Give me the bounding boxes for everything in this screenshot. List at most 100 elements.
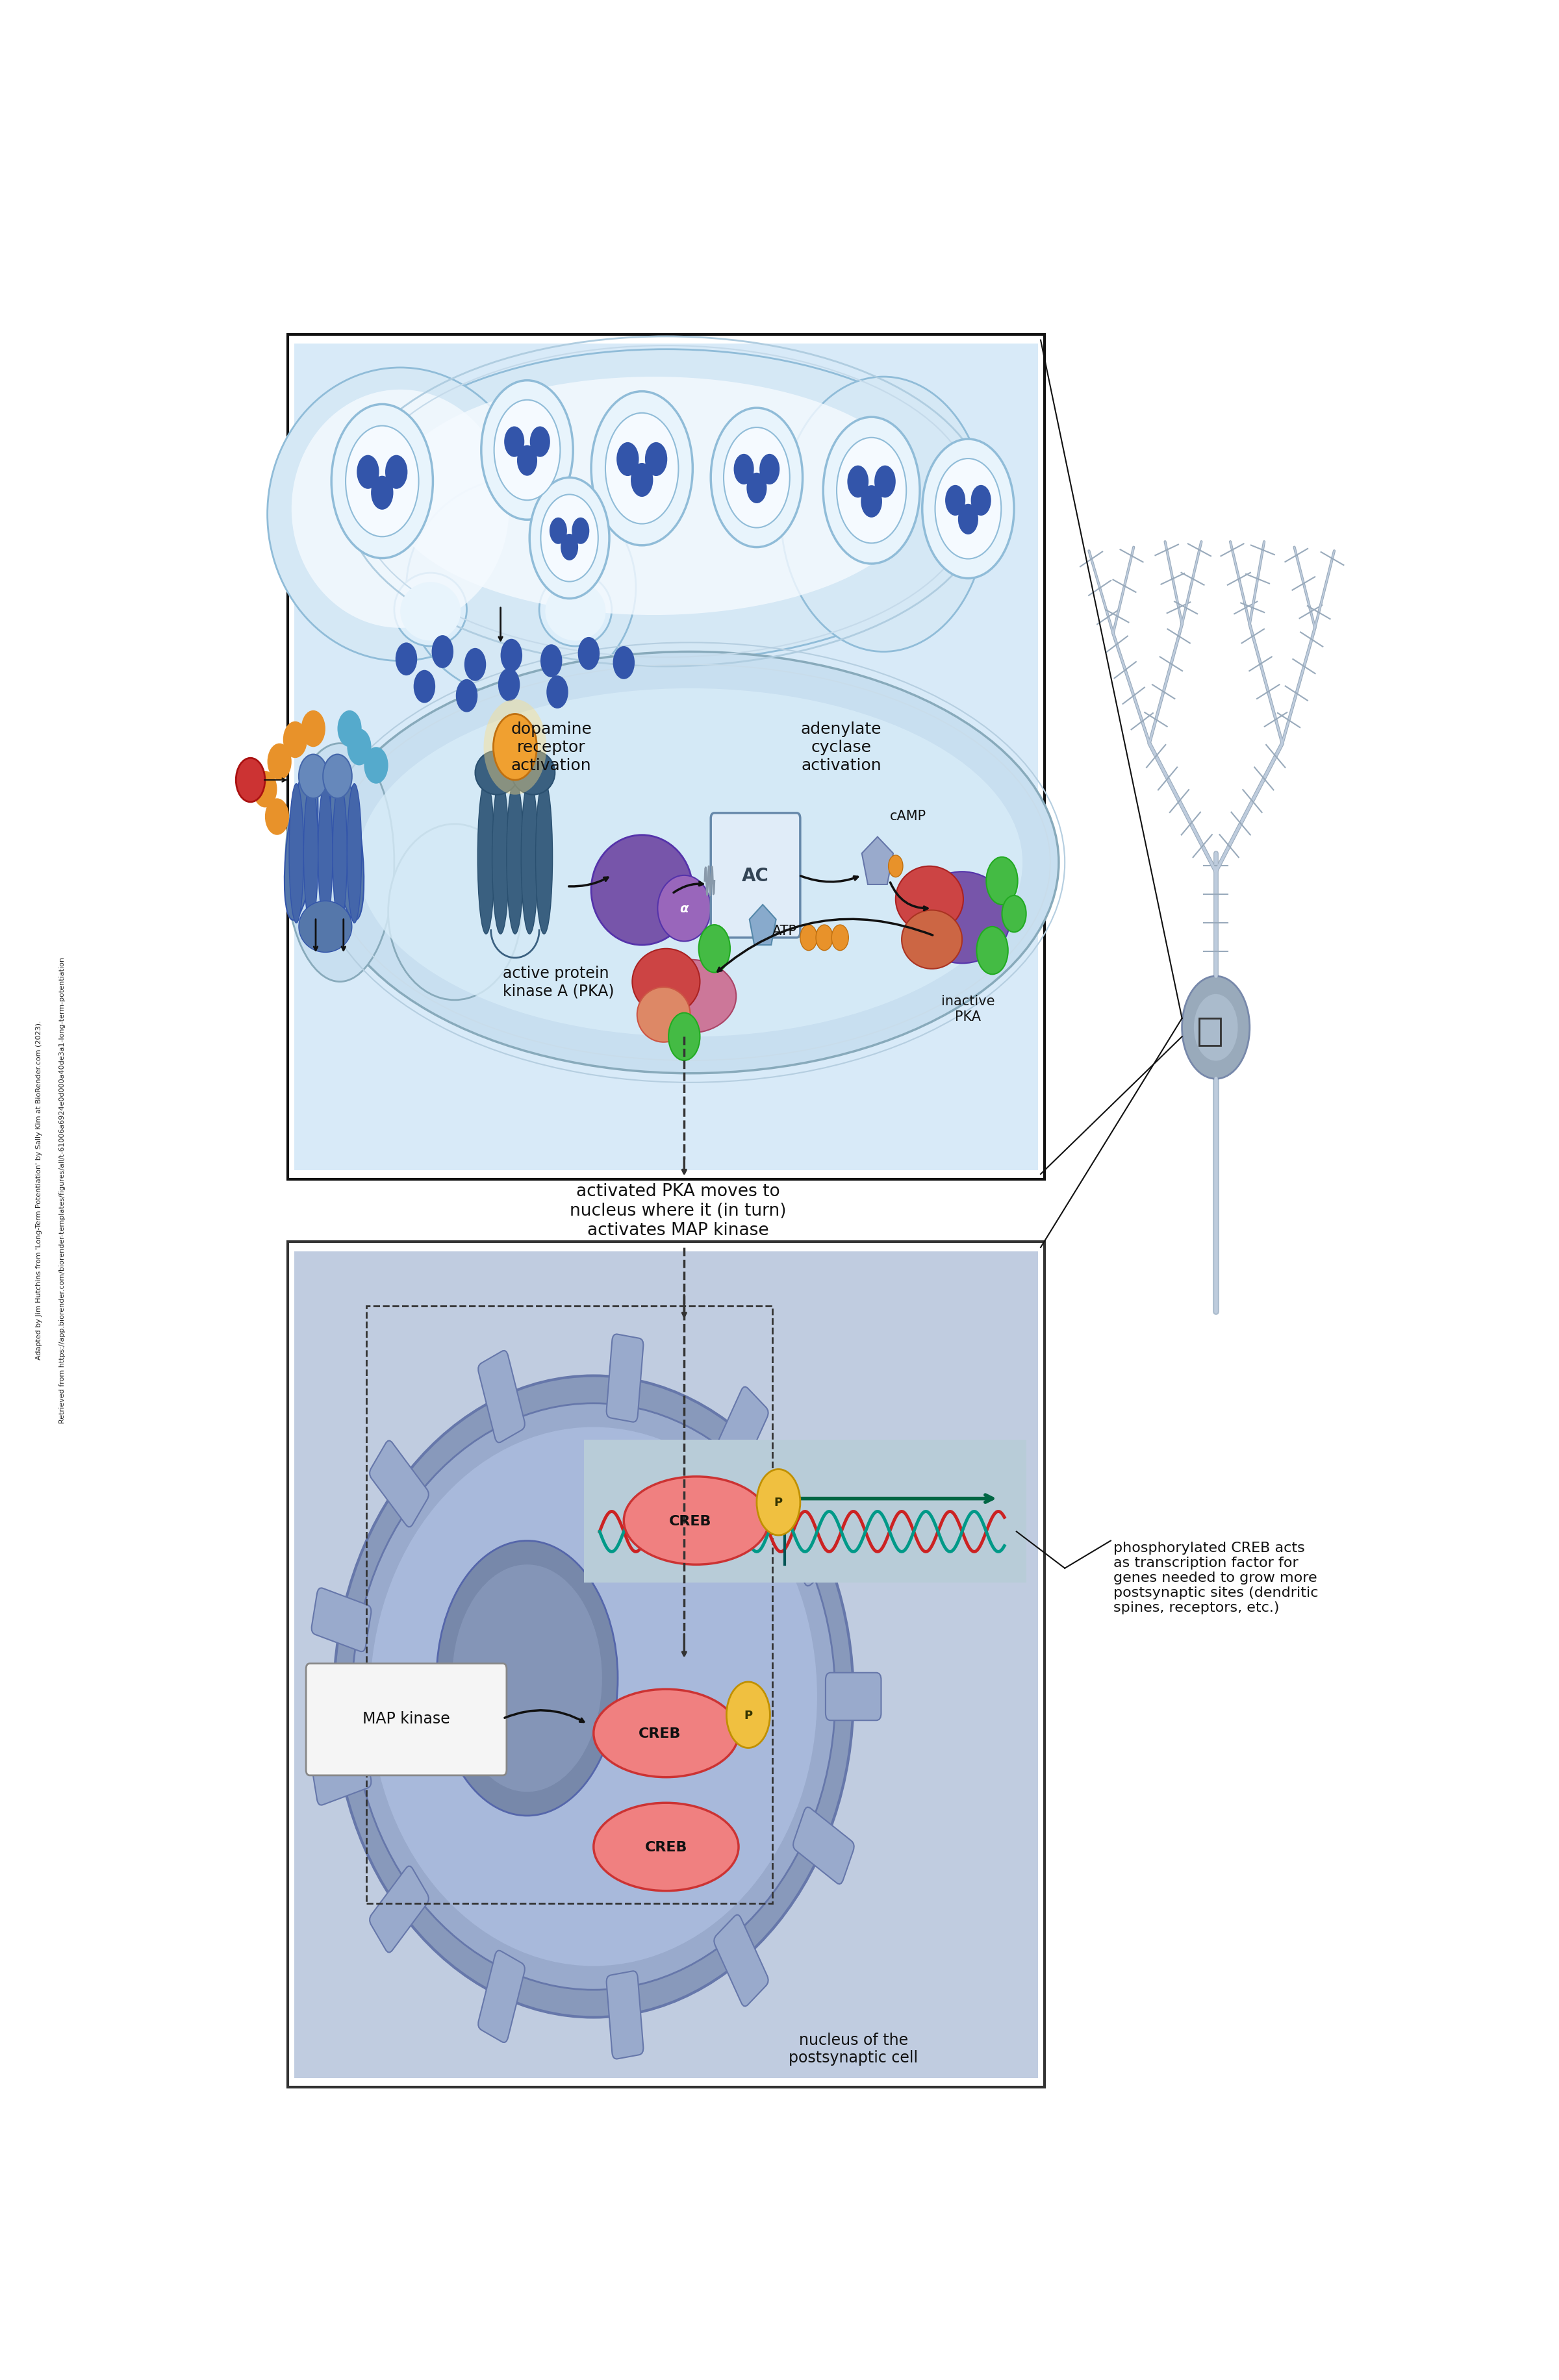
Circle shape [348, 728, 371, 766]
Circle shape [549, 519, 567, 545]
Ellipse shape [292, 390, 508, 628]
Polygon shape [862, 838, 893, 885]
Circle shape [959, 505, 977, 536]
Circle shape [605, 414, 678, 524]
Ellipse shape [475, 752, 519, 795]
Text: P: P [744, 1709, 753, 1721]
Circle shape [935, 459, 1001, 559]
Circle shape [499, 669, 519, 702]
FancyBboxPatch shape [606, 1971, 644, 2059]
Circle shape [726, 1683, 770, 1747]
Text: MAP kinase: MAP kinase [363, 1711, 451, 1726]
Circle shape [987, 857, 1018, 904]
Text: α: α [680, 902, 689, 914]
Ellipse shape [638, 988, 691, 1042]
Text: activated PKA moves to
nucleus where it (in turn)
activates MAP kinase: activated PKA moves to nucleus where it … [571, 1183, 786, 1240]
Circle shape [299, 754, 327, 800]
Ellipse shape [268, 369, 533, 662]
FancyBboxPatch shape [288, 1242, 1045, 2087]
Ellipse shape [352, 350, 981, 662]
Ellipse shape [536, 781, 552, 935]
Circle shape [723, 428, 790, 528]
Ellipse shape [369, 1428, 817, 1966]
FancyBboxPatch shape [479, 1952, 525, 2042]
Circle shape [848, 466, 868, 497]
Text: ATP: ATP [772, 923, 797, 938]
Ellipse shape [401, 583, 461, 640]
Circle shape [823, 416, 920, 564]
Circle shape [482, 381, 574, 521]
Ellipse shape [658, 876, 711, 942]
Text: cAMP: cAMP [890, 809, 926, 823]
FancyBboxPatch shape [606, 1335, 644, 1423]
Ellipse shape [332, 783, 348, 923]
FancyBboxPatch shape [794, 1509, 854, 1585]
Text: active protein
kinase A (PKA): active protein kinase A (PKA) [504, 966, 614, 1000]
Circle shape [889, 854, 903, 878]
Ellipse shape [394, 574, 466, 647]
Circle shape [815, 926, 833, 952]
Circle shape [923, 440, 1013, 578]
Ellipse shape [591, 835, 692, 945]
Circle shape [759, 455, 780, 486]
Ellipse shape [288, 783, 304, 923]
Circle shape [530, 426, 550, 457]
Ellipse shape [331, 769, 363, 921]
Circle shape [413, 671, 435, 704]
Circle shape [971, 486, 992, 516]
Circle shape [332, 405, 433, 559]
FancyBboxPatch shape [306, 1664, 507, 1775]
FancyBboxPatch shape [295, 1252, 1038, 2078]
Circle shape [371, 476, 393, 509]
Circle shape [875, 466, 895, 497]
Circle shape [284, 721, 307, 759]
Circle shape [711, 409, 803, 547]
Text: CREB: CREB [639, 1728, 681, 1740]
FancyBboxPatch shape [479, 1352, 525, 1442]
Ellipse shape [407, 478, 636, 697]
Circle shape [493, 714, 536, 781]
Text: phosphorylated CREB acts
as transcription factor for
genes needed to grow more
p: phosphorylated CREB acts as transcriptio… [1113, 1540, 1317, 1614]
Ellipse shape [304, 783, 318, 923]
Ellipse shape [901, 912, 962, 969]
Circle shape [337, 712, 362, 747]
FancyBboxPatch shape [288, 336, 1045, 1180]
Circle shape [591, 393, 692, 545]
Text: P: P [775, 1497, 783, 1509]
Circle shape [483, 700, 547, 795]
Ellipse shape [511, 752, 555, 795]
Circle shape [541, 645, 563, 678]
Ellipse shape [321, 652, 1059, 1073]
Circle shape [613, 647, 635, 681]
Circle shape [1194, 995, 1238, 1061]
Circle shape [396, 643, 418, 676]
Circle shape [301, 712, 326, 747]
Ellipse shape [388, 378, 920, 616]
Circle shape [357, 455, 379, 490]
Circle shape [645, 443, 667, 476]
Circle shape [323, 754, 352, 800]
Circle shape [365, 747, 388, 783]
Ellipse shape [624, 1476, 769, 1564]
Circle shape [800, 926, 817, 952]
Ellipse shape [318, 783, 332, 923]
FancyBboxPatch shape [714, 1388, 769, 1478]
Circle shape [669, 1014, 700, 1061]
Ellipse shape [895, 866, 963, 933]
Circle shape [346, 426, 419, 538]
Circle shape [385, 455, 407, 490]
FancyBboxPatch shape [826, 1673, 881, 1721]
Circle shape [518, 445, 538, 476]
Circle shape [465, 647, 486, 681]
Circle shape [831, 926, 848, 952]
Circle shape [265, 800, 288, 835]
Ellipse shape [352, 1404, 836, 1990]
Circle shape [861, 486, 882, 519]
Ellipse shape [334, 1376, 853, 2018]
Circle shape [504, 426, 524, 457]
Ellipse shape [781, 378, 987, 652]
Text: CREB: CREB [669, 1514, 711, 1528]
Ellipse shape [633, 950, 700, 1014]
Circle shape [616, 443, 639, 476]
Ellipse shape [644, 959, 736, 1033]
